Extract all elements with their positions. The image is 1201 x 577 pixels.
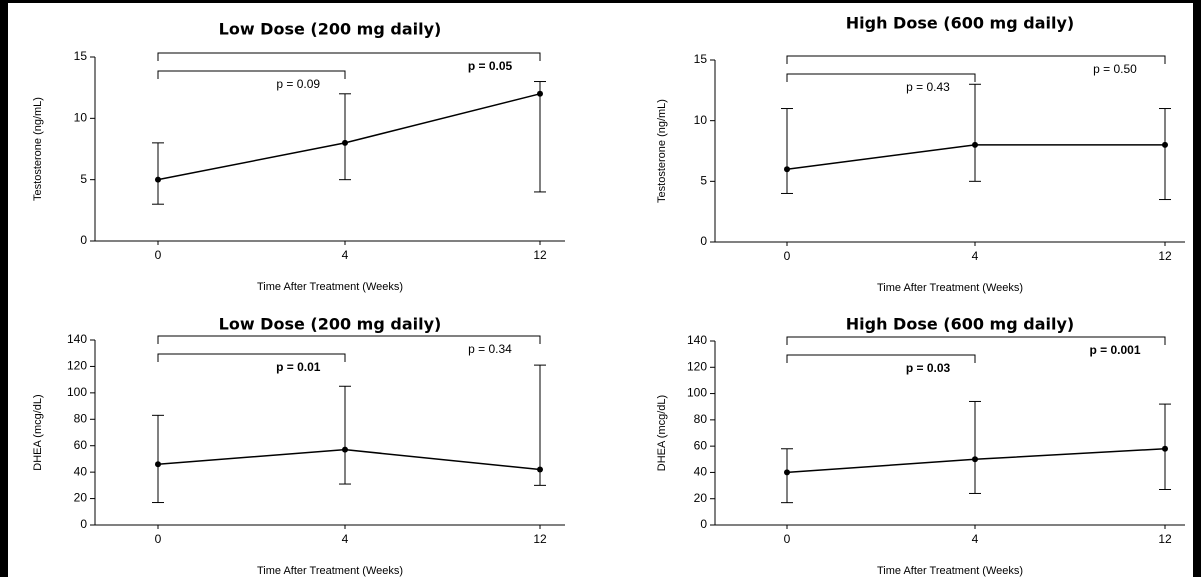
bracket [786, 55, 1166, 64]
x-tick-label: 4 [972, 249, 979, 263]
point [342, 446, 348, 453]
y-tick-label: 100 [687, 386, 707, 400]
y-tick-label: 5 [80, 172, 87, 186]
y-tick-label: 20 [74, 491, 88, 505]
chart-title: High Dose (600 mg daily) [846, 315, 1074, 334]
p-value: p = 0.01 [276, 360, 321, 374]
point [155, 176, 161, 183]
y-tick-label: 10 [694, 113, 708, 127]
x-axis-label: Time After Treatment (Weeks) [877, 565, 1023, 577]
point [537, 466, 543, 473]
bracket [157, 335, 541, 344]
y-tick-label: 20 [694, 491, 708, 505]
bracket [157, 52, 541, 61]
p-value: p = 0.43 [906, 80, 950, 94]
p-value: p = 0.001 [1089, 343, 1140, 357]
chart-title: Low Dose (200 mg daily) [219, 315, 442, 334]
p-value: p = 0.05 [468, 59, 513, 73]
y-tick-label: 140 [687, 333, 707, 347]
chart-title: High Dose (600 mg daily) [846, 14, 1074, 33]
x-tick-label: 4 [342, 248, 349, 262]
x-tick-label: 0 [155, 248, 162, 262]
p-value: p = 0.03 [906, 361, 951, 375]
x-axis-label: Time After Treatment (Weeks) [257, 565, 403, 577]
point [1162, 445, 1168, 452]
x-tick-label: 12 [533, 532, 547, 546]
y-tick-label: 120 [687, 359, 707, 373]
y-tick-label: 60 [694, 438, 708, 452]
x-tick-label: 12 [1158, 532, 1172, 546]
point [972, 141, 978, 148]
p-value: p = 0.09 [276, 77, 320, 91]
y-tick-label: 120 [67, 359, 87, 373]
chart-title: Low Dose (200 mg daily) [219, 20, 442, 39]
y-tick-label: 0 [700, 517, 707, 531]
bracket [786, 73, 976, 82]
p-value: p = 0.34 [468, 342, 512, 356]
point [537, 90, 543, 97]
point [972, 456, 978, 463]
y-tick-label: 15 [74, 49, 88, 63]
y-tick-label: 0 [80, 517, 87, 531]
point [784, 469, 790, 476]
y-tick-label: 5 [700, 174, 707, 188]
y-tick-label: 0 [700, 234, 707, 248]
x-axis-label: Time After Treatment (Weeks) [877, 282, 1023, 294]
y-tick-label: 40 [694, 465, 708, 479]
x-tick-label: 0 [155, 532, 162, 546]
y-tick-label: 0 [80, 233, 87, 247]
y-tick-label: 80 [694, 412, 708, 426]
bracket [786, 336, 1166, 345]
y-axis-label: DHEA (mcg/dL) [32, 394, 44, 470]
bracket [157, 70, 346, 79]
y-tick-label: 100 [67, 385, 87, 399]
x-tick-label: 0 [784, 532, 791, 546]
x-axis-label: Time After Treatment (Weeks) [257, 281, 403, 293]
y-tick-label: 40 [74, 464, 88, 478]
point [342, 139, 348, 146]
y-axis-label: Testosterone (ng/mL) [656, 99, 668, 203]
x-tick-label: 4 [342, 532, 349, 546]
x-tick-label: 12 [1158, 249, 1172, 263]
y-axis-label: DHEA (mcg/dL) [656, 395, 668, 471]
point [155, 461, 161, 468]
point [1162, 141, 1168, 148]
point [784, 166, 790, 173]
x-tick-label: 4 [972, 532, 979, 546]
y-tick-label: 140 [67, 332, 87, 346]
bracket [786, 354, 976, 363]
bracket [157, 353, 346, 362]
x-tick-label: 0 [784, 249, 791, 263]
y-axis-label: Testosterone (ng/mL) [32, 97, 44, 201]
canvas [8, 3, 1193, 577]
p-value: p = 0.50 [1093, 62, 1137, 76]
x-tick-label: 12 [533, 248, 547, 262]
y-tick-label: 80 [74, 411, 88, 425]
y-tick-label: 10 [74, 111, 88, 125]
y-tick-label: 60 [74, 438, 88, 452]
y-tick-label: 15 [694, 52, 708, 66]
